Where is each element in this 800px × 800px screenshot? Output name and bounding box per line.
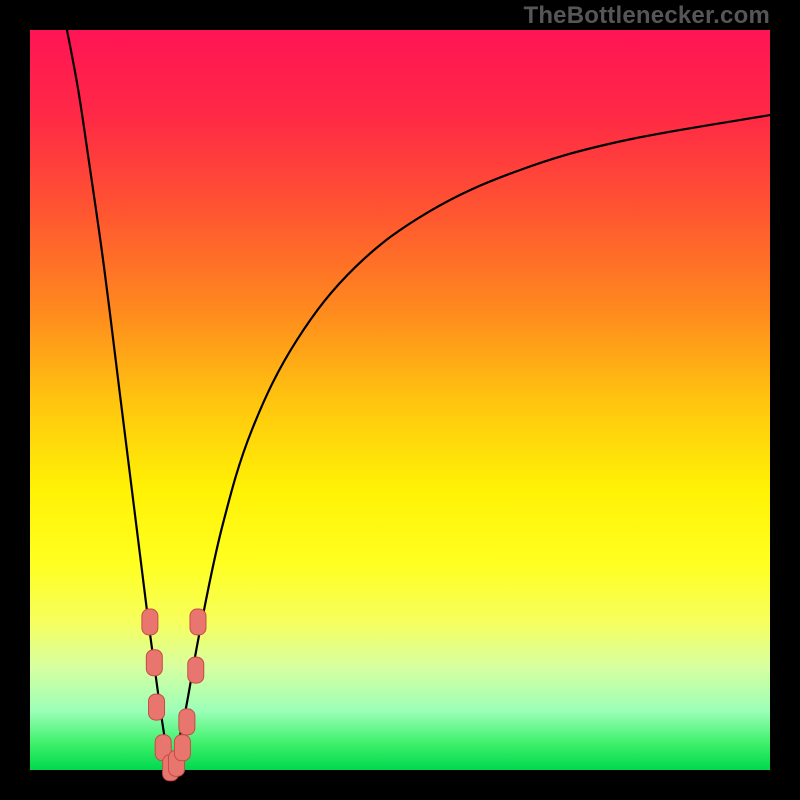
chart-stage: TheBottlenecker.com [0, 0, 800, 800]
data-marker [174, 735, 190, 761]
chart-svg [30, 30, 770, 770]
data-marker [190, 609, 206, 635]
data-marker [149, 694, 165, 720]
data-marker [146, 650, 162, 676]
data-marker [188, 657, 204, 683]
watermark-text: TheBottlenecker.com [523, 2, 770, 30]
curve-right-branch [171, 115, 770, 770]
curve-layer [67, 30, 770, 770]
plot-area [30, 30, 770, 770]
data-marker [142, 609, 158, 635]
markers-layer [142, 609, 206, 781]
data-marker [179, 709, 195, 735]
